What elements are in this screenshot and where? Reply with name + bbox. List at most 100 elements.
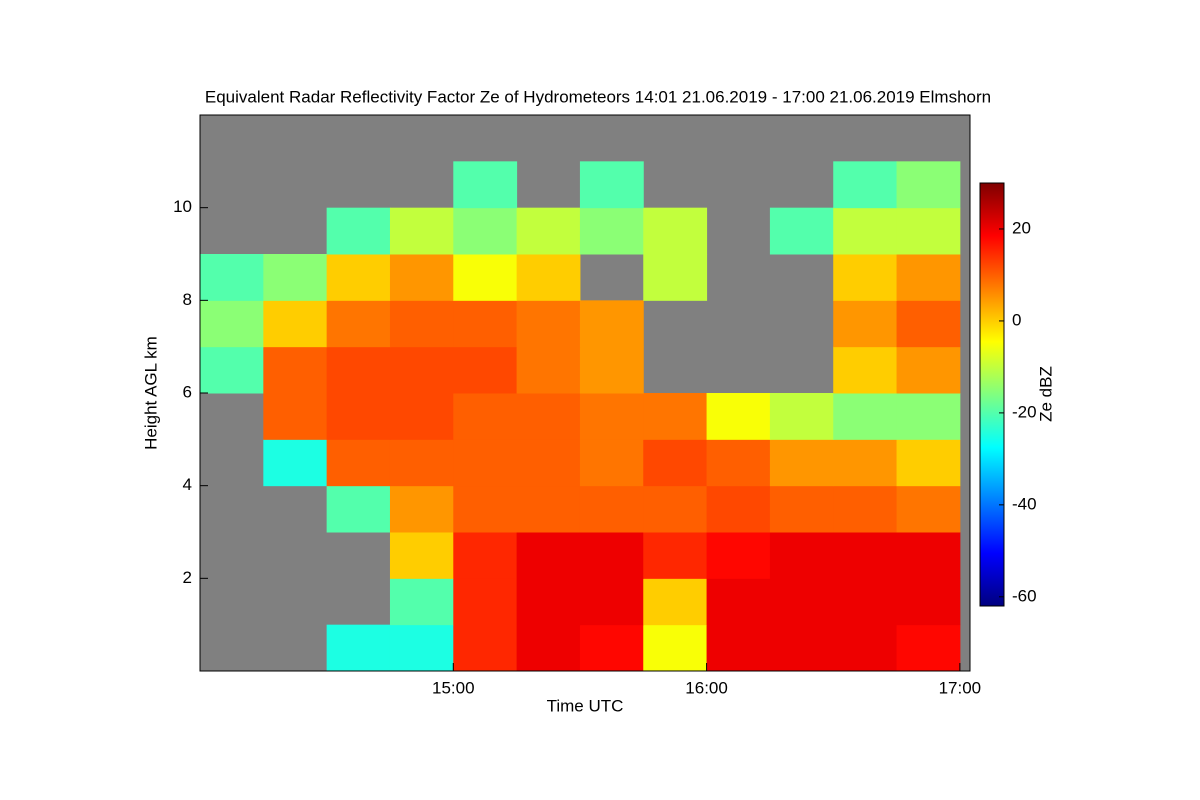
x-tick-label: 17:00: [939, 678, 982, 697]
y-axis-label: Height AGL km: [141, 336, 160, 450]
colorbar-tick-label: 20: [1012, 218, 1031, 237]
heatmap-cell: [643, 624, 708, 672]
heatmap-cell: [643, 532, 708, 579]
heatmap-cell: [896, 485, 961, 533]
heatmap-cell: [516, 207, 581, 255]
heatmap-cell: [200, 346, 264, 394]
heatmap-cell: [833, 485, 898, 533]
heatmap-cell: [389, 300, 454, 348]
heatmap-cell: [706, 439, 771, 487]
heatmap-cell: [833, 300, 898, 348]
heatmap-cell: [326, 439, 391, 487]
heatmap-cell: [896, 532, 961, 579]
heatmap-cell: [833, 161, 898, 209]
x-tick-label: 16:00: [685, 678, 728, 697]
heatmap-cell: [326, 346, 391, 394]
heatmap-cell: [769, 532, 834, 579]
heatmap-cell: [326, 254, 391, 301]
colorbar-tick-label: 0: [1012, 310, 1021, 329]
heatmap-cell: [833, 578, 898, 626]
heatmap-cell: [643, 485, 708, 533]
heatmap-cell: [706, 393, 771, 440]
heatmap-cell: [453, 254, 518, 301]
x-axis-label: Time UTC: [547, 696, 624, 715]
heatmap-cell: [263, 439, 328, 487]
heatmap-cell: [200, 254, 264, 301]
heatmap-cell: [516, 439, 581, 487]
heatmap-cell: [453, 485, 518, 533]
heatmap-cell: [516, 300, 581, 348]
heatmap-cell: [579, 532, 644, 579]
heatmap-cell: [389, 254, 454, 301]
heatmap-cell: [896, 161, 961, 209]
heatmap-cell: [833, 624, 898, 672]
chart-title: Equivalent Radar Reflectivity Factor Ze …: [205, 87, 991, 106]
heatmap-cell: [453, 532, 518, 579]
colorbar-tick-label: -40: [1012, 494, 1037, 513]
heatmap-cell: [896, 300, 961, 348]
colorbar-tick-label: -20: [1012, 402, 1037, 421]
heatmap-cell: [896, 207, 961, 255]
heatmap-cell: [453, 161, 518, 209]
heatmap-cell: [833, 439, 898, 487]
heatmap-cell: [833, 346, 898, 394]
heatmap-cell: [389, 624, 454, 672]
heatmap-cell: [389, 485, 454, 533]
heatmap-cell: [200, 300, 264, 348]
heatmap-cell: [263, 346, 328, 394]
heatmap-cell: [326, 485, 391, 533]
heatmap-cell: [896, 346, 961, 394]
heatmap-cell: [326, 300, 391, 348]
heatmap-cell: [516, 532, 581, 579]
heatmap-cell: [579, 578, 644, 626]
heatmap-cell: [769, 485, 834, 533]
heatmap-cell: [643, 439, 708, 487]
heatmap-cell: [453, 300, 518, 348]
heatmap-cell: [896, 578, 961, 626]
heatmap-cell: [579, 161, 644, 209]
heatmap-cell: [453, 624, 518, 672]
heatmap-cell: [389, 532, 454, 579]
heatmap-cell: [389, 207, 454, 255]
colorbar-tick-label: -60: [1012, 586, 1037, 605]
x-tick-label: 15:00: [432, 678, 475, 697]
heatmap-cell: [769, 578, 834, 626]
heatmap-cell: [516, 624, 581, 672]
heatmap-cell: [769, 393, 834, 440]
heatmap-cell: [579, 207, 644, 255]
heatmap-cell: [643, 578, 708, 626]
heatmap-cell: [516, 254, 581, 301]
heatmap-cell: [706, 485, 771, 533]
heatmap-cell: [769, 207, 834, 255]
heatmap-cell: [833, 532, 898, 579]
colorbar-label: Ze dBZ: [1036, 366, 1055, 422]
heatmap-cell: [833, 393, 898, 440]
heatmap-cell: [389, 346, 454, 394]
heatmap-cell: [453, 346, 518, 394]
heatmap-cell: [263, 254, 328, 301]
colorbar: [979, 182, 1005, 607]
heatmap-cell: [643, 207, 708, 255]
heatmap-cell: [263, 300, 328, 348]
heatmap-cell: [516, 346, 581, 394]
heatmap-cell: [579, 300, 644, 348]
y-tick-label: 2: [183, 568, 192, 587]
heatmap-cell: [833, 207, 898, 255]
heatmap-cell: [579, 346, 644, 394]
heatmap-cell: [326, 624, 391, 672]
heatmap-cell: [579, 624, 644, 672]
heatmap-cell: [643, 393, 708, 440]
heatmap-cell: [769, 624, 834, 672]
heatmap-cell: [896, 254, 961, 301]
heatmap-cell: [579, 485, 644, 533]
heatmap-cell: [896, 439, 961, 487]
y-tick-label: 6: [183, 382, 192, 401]
heatmap-cell: [389, 393, 454, 440]
heatmap-cell: [579, 439, 644, 487]
heatmap-cell: [326, 393, 391, 440]
heatmap-cell: [389, 578, 454, 626]
heatmap-cell: [389, 439, 454, 487]
heatmap-cell: [706, 578, 771, 626]
